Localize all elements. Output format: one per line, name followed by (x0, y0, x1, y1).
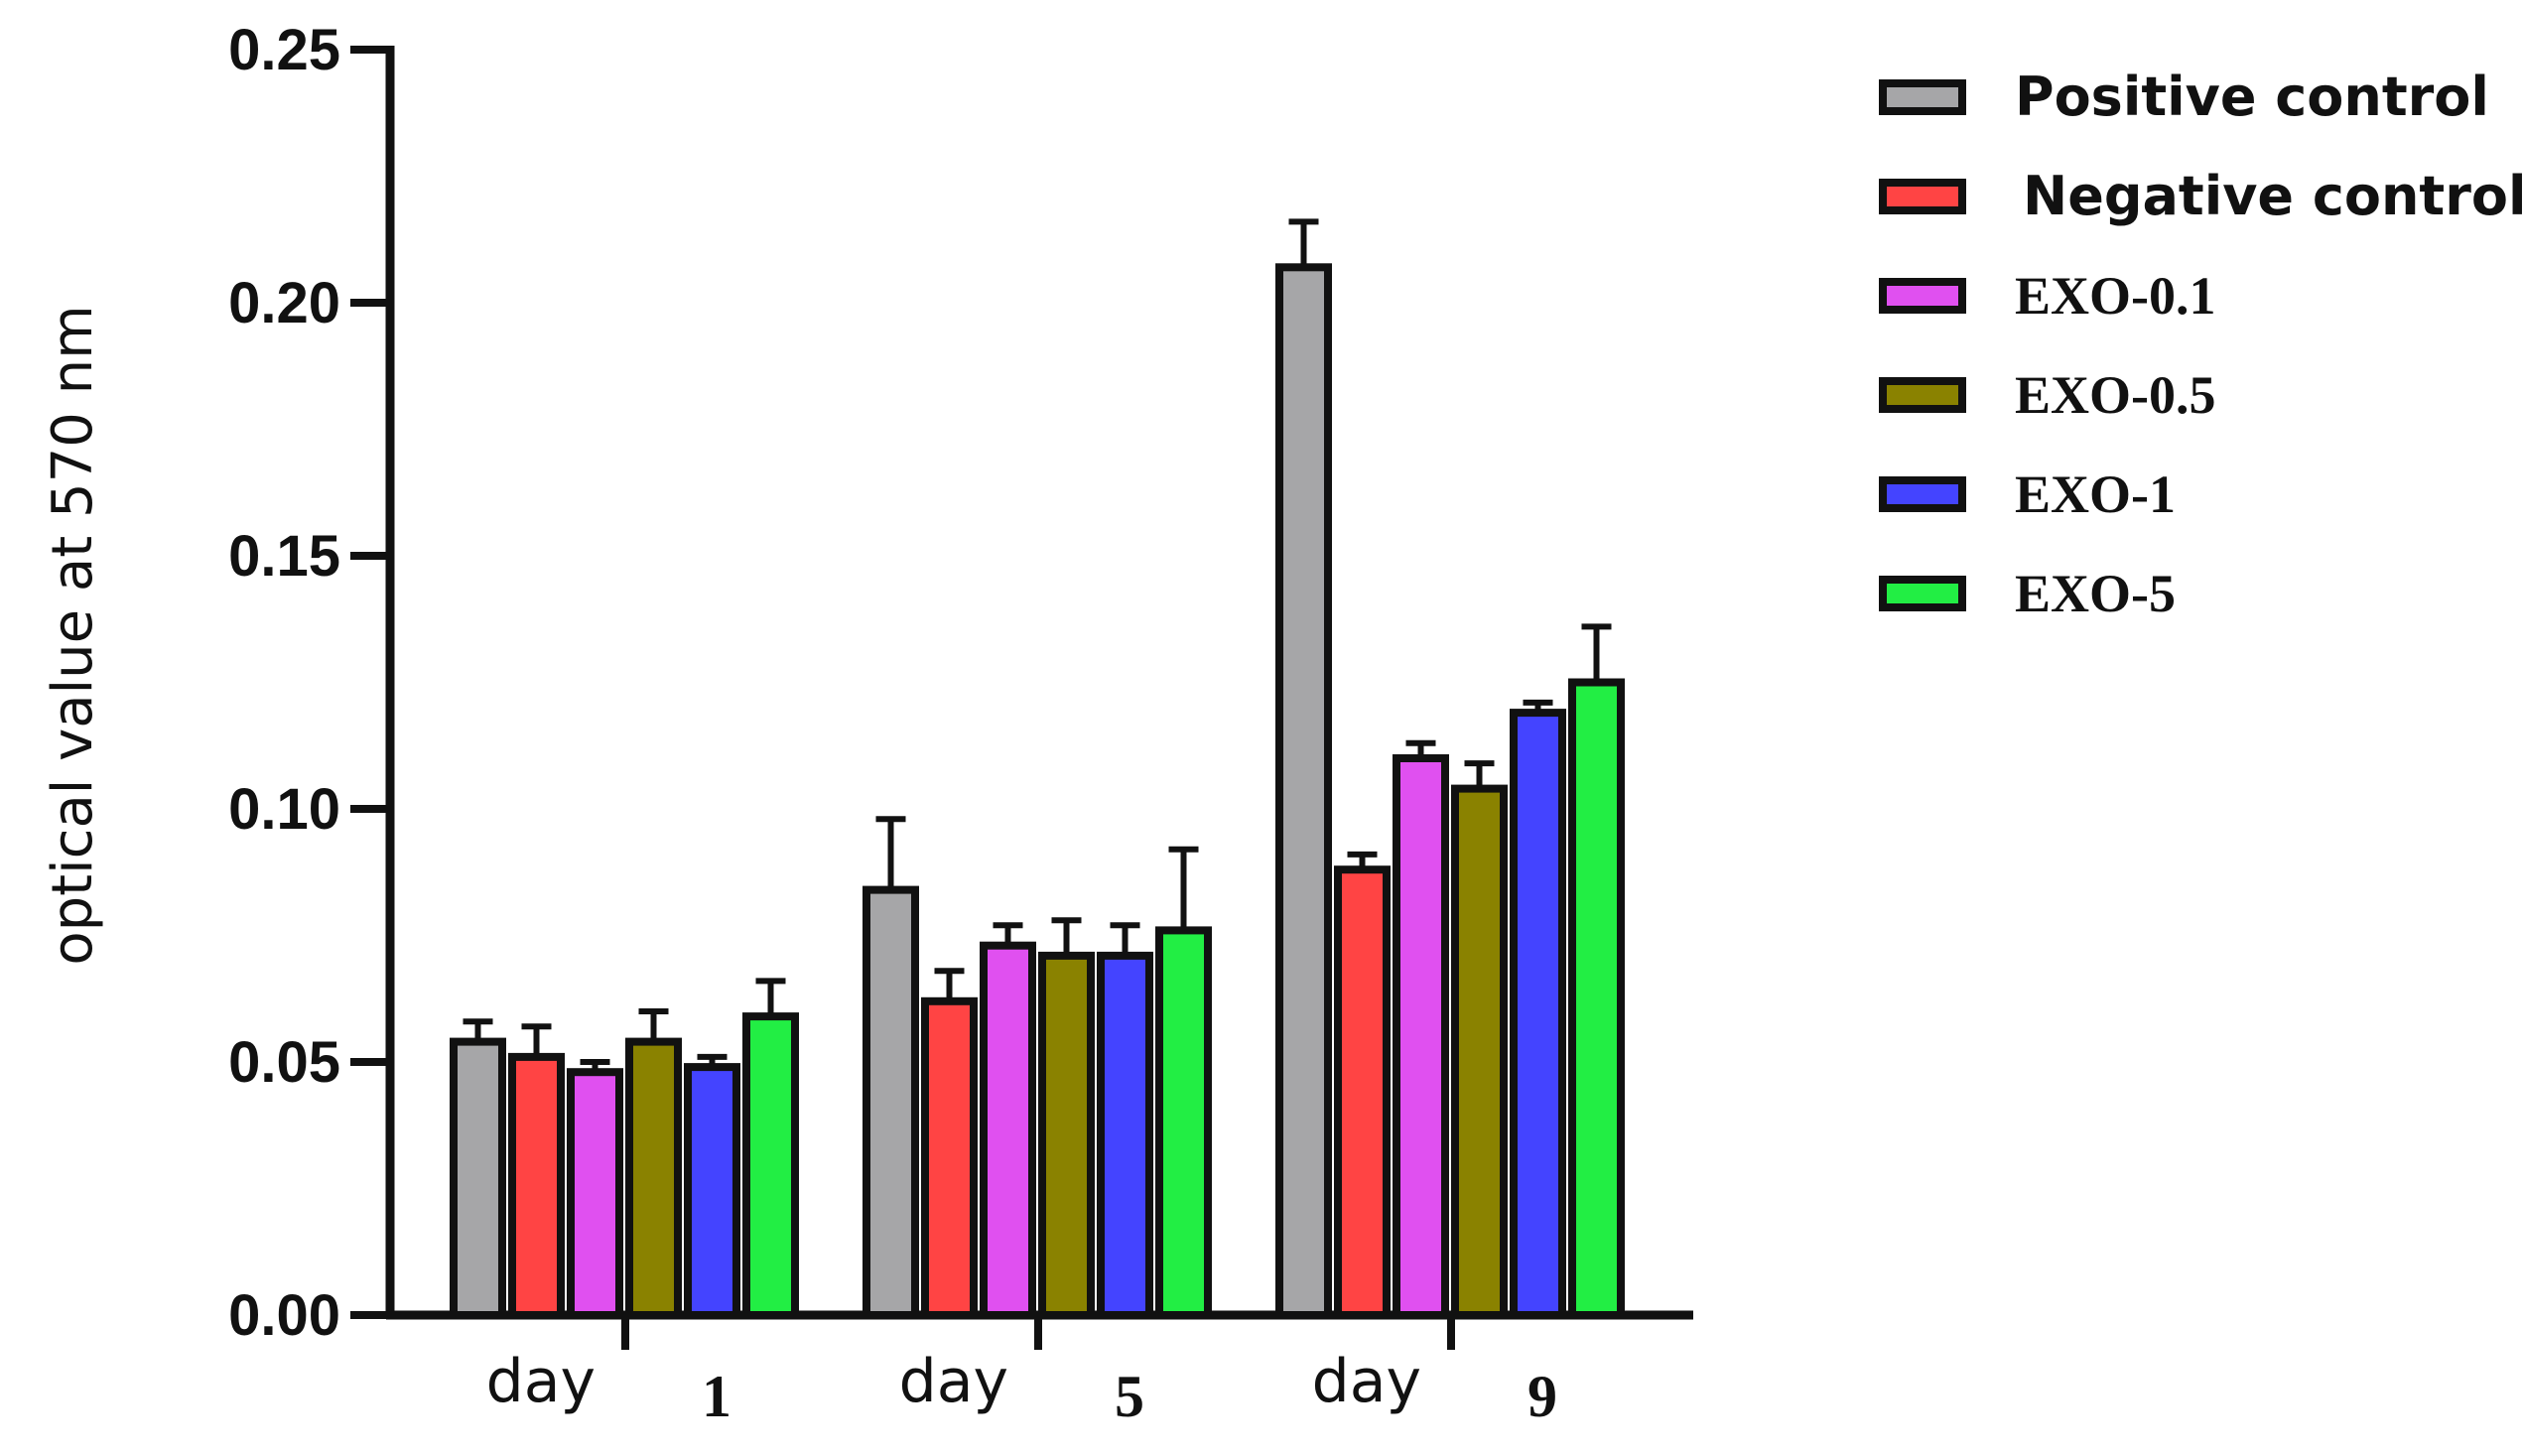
bars (450, 218, 1625, 1320)
x-category-word: day (486, 1347, 596, 1416)
legend-swatch (1879, 476, 1966, 512)
bar (1038, 951, 1095, 1320)
y-tick-label: 0.20 (228, 271, 340, 335)
x-category-number: 1 (702, 1364, 731, 1429)
legend-label: EXO-0.1 (2015, 266, 2216, 326)
bar (980, 941, 1036, 1319)
bar (684, 1063, 740, 1319)
x-category-word: day (1312, 1347, 1421, 1416)
y-tick-label: 0.00 (228, 1283, 340, 1348)
bar (450, 1037, 506, 1319)
bar (1451, 784, 1508, 1319)
bar (1393, 754, 1449, 1319)
legend-label: EXO-0.5 (2015, 365, 2216, 425)
legend-label: EXO-1 (2015, 464, 2176, 524)
bar (1334, 865, 1391, 1319)
axes: 0.00 0.05 0.10 0.15 0.20 0.25 (228, 18, 1693, 1350)
legend-swatch (1879, 79, 1966, 115)
bar (1097, 951, 1153, 1320)
x-category-number: 9 (1527, 1364, 1557, 1429)
axis-labels: optical value at 570 nm day 1 day 5 day 9 (41, 305, 1557, 1429)
y-tick-label: 0.05 (228, 1030, 340, 1095)
legend-swatch (1879, 179, 1966, 214)
y-tick-label: 0.10 (228, 777, 340, 842)
bar (1155, 926, 1212, 1320)
bar (625, 1037, 682, 1319)
legend-swatch (1879, 576, 1966, 611)
bar (1510, 709, 1566, 1319)
x-category-word: day (899, 1347, 1008, 1416)
y-tick-label: 0.25 (228, 18, 340, 82)
legend: Positive control Negative control EXO-0.1 E… (1879, 66, 2523, 623)
legend-swatch (1879, 278, 1966, 314)
bar (921, 996, 978, 1319)
y-tick-label: 0.15 (228, 524, 340, 589)
legend-label: EXO-5 (2015, 564, 2176, 623)
bar (1568, 678, 1625, 1319)
y-axis-label: optical value at 570 nm (41, 305, 105, 965)
legend-swatch (1879, 377, 1966, 413)
bar (508, 1052, 565, 1320)
bar (567, 1068, 623, 1319)
bar (742, 1012, 799, 1319)
legend-label: Negative control (2023, 165, 2523, 227)
legend-label: Positive control (2015, 66, 2489, 128)
bar (1275, 263, 1332, 1319)
bar (863, 885, 919, 1319)
x-category-number: 5 (1115, 1364, 1144, 1429)
